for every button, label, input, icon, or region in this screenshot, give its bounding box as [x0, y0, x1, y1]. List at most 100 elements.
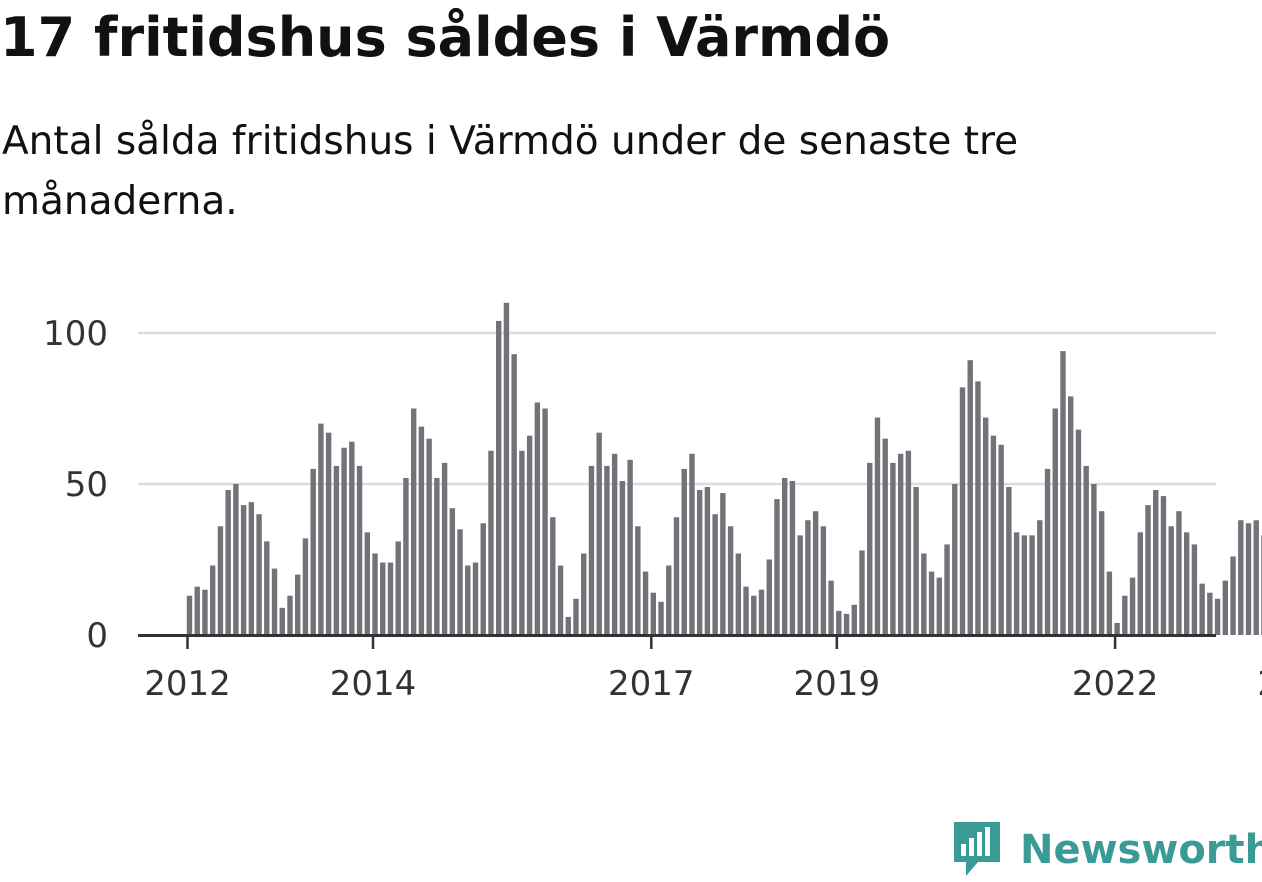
bar — [364, 532, 370, 635]
bar — [874, 417, 881, 635]
bar — [465, 565, 471, 635]
bar — [928, 571, 935, 635]
bar — [202, 589, 208, 635]
bar — [341, 447, 347, 635]
bar — [271, 568, 278, 635]
bar — [526, 435, 533, 635]
newsworthy-brand: Newsworthy — [952, 820, 1262, 880]
bar — [1199, 583, 1205, 635]
bar — [380, 562, 386, 635]
bar — [1075, 429, 1082, 635]
bar — [689, 453, 695, 635]
bar — [952, 484, 958, 635]
bar — [519, 450, 525, 635]
y-tick-label: 50 — [65, 465, 108, 505]
bar — [1006, 487, 1012, 635]
bar — [782, 477, 788, 635]
bar — [851, 604, 857, 635]
bar — [441, 462, 448, 635]
bar — [727, 526, 734, 635]
bar — [1207, 592, 1213, 635]
bar — [403, 477, 409, 635]
y-tick-label: 100 — [43, 314, 108, 354]
newsworthy-logo-icon — [952, 818, 1002, 882]
bar — [1137, 532, 1143, 635]
bar — [1145, 505, 1151, 635]
bar — [1044, 468, 1051, 635]
bar — [642, 571, 649, 635]
bars — [186, 302, 1262, 635]
bar — [1052, 408, 1058, 635]
bar — [1021, 535, 1028, 635]
bar — [233, 484, 239, 635]
bar — [905, 450, 912, 635]
bar — [349, 441, 355, 635]
bar — [248, 502, 255, 635]
bar — [944, 544, 950, 635]
bar — [310, 468, 316, 635]
bar — [998, 444, 1004, 635]
bar — [758, 589, 765, 635]
grid-lines — [138, 331, 1216, 486]
bar — [820, 526, 827, 635]
bar — [557, 565, 564, 635]
bar — [372, 553, 378, 635]
bar — [496, 320, 502, 635]
bar — [696, 490, 703, 635]
bar — [1153, 490, 1159, 635]
bar — [890, 462, 896, 635]
bar — [1222, 580, 1229, 635]
bar — [1068, 396, 1074, 635]
bar — [650, 592, 656, 635]
bar — [318, 423, 324, 635]
bar — [627, 459, 633, 635]
bar — [511, 354, 517, 635]
bar — [325, 432, 332, 635]
bar — [1098, 511, 1105, 635]
bar — [426, 438, 432, 635]
bar — [843, 613, 850, 635]
bar — [751, 595, 757, 635]
bar — [1253, 520, 1259, 635]
x-tick-label: 2014 — [330, 664, 417, 704]
bar — [735, 553, 742, 635]
bar — [387, 562, 394, 635]
bar — [1183, 532, 1190, 635]
bar — [1037, 520, 1043, 635]
bar — [867, 462, 873, 635]
bar — [681, 468, 687, 635]
bar — [619, 480, 626, 635]
bar — [434, 477, 440, 635]
bar — [1091, 484, 1097, 635]
bar — [967, 360, 973, 635]
bar — [1129, 577, 1136, 635]
bar — [797, 535, 803, 635]
bar — [395, 541, 401, 635]
bar — [982, 417, 989, 635]
x-tick-label: 2017 — [608, 664, 695, 704]
bar — [897, 453, 904, 635]
bar — [635, 526, 641, 635]
bar — [209, 565, 216, 635]
bar — [673, 517, 680, 635]
bar — [774, 499, 780, 635]
bar — [264, 541, 270, 635]
bar — [596, 432, 602, 635]
bar — [550, 517, 556, 635]
bar — [959, 387, 966, 635]
bar — [534, 402, 541, 635]
bar — [1122, 595, 1128, 635]
bar — [805, 520, 811, 635]
bar — [256, 514, 262, 635]
bar — [704, 487, 711, 635]
bar — [480, 523, 486, 635]
bar — [1168, 526, 1174, 635]
bar — [1214, 598, 1221, 635]
x-tick-label: 2019 — [794, 664, 881, 704]
bar — [812, 511, 819, 635]
chart-subtitle: Antal sålda fritidshus i Värmdö under de… — [2, 119, 1019, 224]
bar — [975, 381, 981, 635]
labels: 05010020122014201720192022202417 — [43, 314, 1262, 704]
bar — [503, 302, 510, 635]
